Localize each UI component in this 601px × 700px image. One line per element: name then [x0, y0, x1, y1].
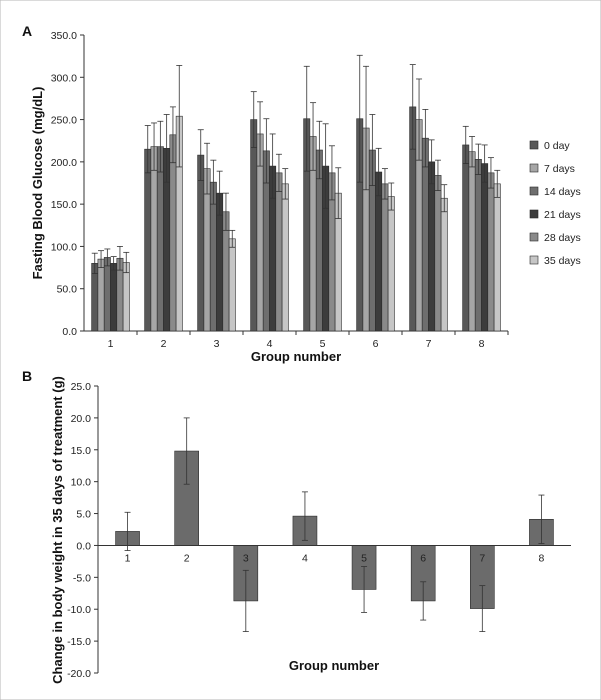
- panel-a-bar: [197, 154, 205, 332]
- panel-a-ytick-label: 200.0: [51, 157, 77, 169]
- panel-a-xtick-label: 8: [479, 338, 485, 350]
- panel-b-xtick-label: 7: [479, 552, 485, 564]
- panel-a-ylabel: Fasting Blood Glucose (mg/dL): [30, 87, 45, 280]
- panel-a-bar: [440, 197, 448, 332]
- legend-label: 14 days: [544, 186, 581, 198]
- panel-a-xtick-label: 5: [320, 338, 326, 350]
- panel-a-ytick-label: 250.0: [51, 115, 77, 127]
- panel-a-bar: [428, 161, 436, 332]
- panel-b-ytick-label: 25.0: [71, 381, 92, 393]
- panel-b-xtick-label: 1: [125, 552, 131, 564]
- legend-label: 7 days: [544, 163, 575, 175]
- panel-a-ytick-label: 100.0: [51, 241, 77, 253]
- panel-a-xtick-label: 7: [426, 338, 432, 350]
- panel-a-xtick-label: 2: [161, 338, 167, 350]
- legend-swatch: [529, 186, 539, 196]
- panel-b-xlabel: Group number: [289, 658, 379, 673]
- legend-swatch: [529, 232, 539, 242]
- panel-a-ytick-label: 0.0: [62, 326, 77, 338]
- panel-a-bar: [493, 183, 501, 332]
- panel-a-bar: [387, 196, 395, 332]
- legend-swatch: [529, 163, 539, 173]
- panel-a-bar: [381, 183, 389, 332]
- panel-a-bar: [110, 263, 118, 332]
- legend-swatch: [529, 209, 539, 219]
- legend-label: 0 day: [544, 140, 570, 152]
- panel-b-ytick-label: 0.0: [76, 540, 91, 552]
- panel-a-bar: [228, 238, 236, 332]
- panel-a-bar: [156, 146, 164, 332]
- legend-label: 21 days: [544, 209, 581, 221]
- panel-b-ytick-label: 5.0: [76, 509, 91, 521]
- panel-a-ytick-label: 350.0: [51, 30, 77, 42]
- panel-b-xtick-label: 8: [539, 552, 545, 564]
- panel-a-bar: [169, 134, 177, 332]
- panel-a-xtick-label: 6: [373, 338, 379, 350]
- panel-b-ytick-label: 20.0: [71, 413, 92, 425]
- legend-label: 35 days: [544, 255, 581, 267]
- legend-label: 28 days: [544, 232, 581, 244]
- panel-a-xtick-label: 4: [267, 338, 273, 350]
- panel-a-bar: [487, 172, 495, 332]
- panel-a-ytick-label: 150.0: [51, 199, 77, 211]
- panel-b-xtick-label: 2: [184, 552, 190, 564]
- panel-b-ylabel: Change in body weight in 35 days of trea…: [50, 376, 65, 684]
- legend-swatch: [529, 140, 539, 150]
- panel-b-letter: B: [22, 368, 32, 384]
- panel-a-bar: [250, 119, 258, 332]
- panel-b-ytick-label: -20.0: [67, 668, 91, 680]
- panel-a-bar: [144, 148, 152, 332]
- panel-b-ytick-label: 15.0: [71, 445, 92, 457]
- panel-a-bar: [474, 159, 482, 332]
- panel-b-ytick-label: -15.0: [67, 636, 91, 648]
- panel-a-bar: [434, 175, 442, 332]
- panel-b-ytick-label: -10.0: [67, 604, 91, 616]
- panel-a-xtick-label: 3: [214, 338, 220, 350]
- panel-a-xlabel: Group number: [251, 349, 341, 364]
- legend-swatch: [529, 255, 539, 265]
- panel-b-ytick-label: -5.0: [73, 572, 91, 584]
- panel-a-bar: [97, 258, 105, 332]
- panel-a-bar: [275, 172, 283, 332]
- panel-a-bar: [481, 163, 489, 332]
- panel-a-chart: 0.0 50.0 100.0 150.0 200.0 250.0 300.0 350.0 1 2 3…: [51, 30, 581, 350]
- panel-a-ytick-label: 50.0: [57, 284, 78, 296]
- panel-a-bar: [150, 146, 158, 332]
- panel-b-xtick-label: 3: [243, 552, 249, 564]
- panel-b-xtick-label: 5: [361, 552, 367, 564]
- panel-a-bar: [103, 257, 111, 332]
- panel-a-bar: [462, 144, 470, 332]
- panel-b-xtick-label: 4: [302, 552, 308, 564]
- panel-b-xtick-label: 6: [420, 552, 426, 564]
- panel-a-bar: [281, 183, 289, 332]
- panel-a-xtick-label: 1: [108, 338, 114, 350]
- panel-a-bar: [468, 151, 476, 332]
- panel-b-ytick-label: 10.0: [71, 477, 92, 489]
- panel-b-chart: -20.0 -15.0 -10.0 -5.0 0.0 5.0 10.0 15.0 20.0 25.…: [67, 381, 571, 680]
- panel-a-letter: A: [22, 23, 32, 39]
- panel-a-ytick-label: 300.0: [51, 72, 77, 84]
